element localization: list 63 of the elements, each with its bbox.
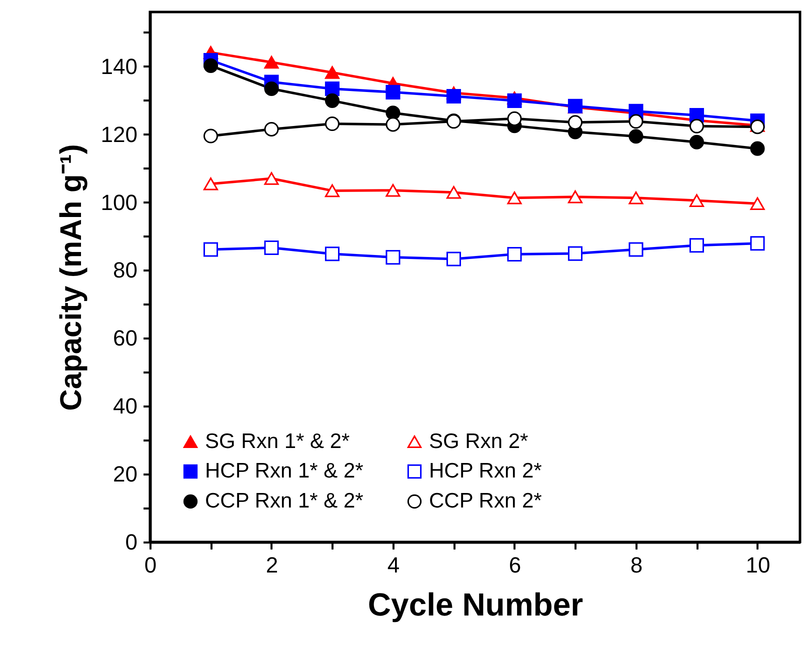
point — [750, 236, 765, 251]
point — [386, 250, 400, 265]
point — [628, 129, 644, 144]
point — [689, 194, 704, 207]
point — [386, 84, 400, 100]
x-tick-label: 8 — [630, 552, 643, 578]
x-tick-label: 6 — [508, 552, 522, 578]
legend-label: HCP Rxn 2* — [429, 460, 542, 482]
point — [203, 242, 218, 257]
point — [446, 186, 462, 199]
point — [324, 66, 340, 79]
point — [324, 93, 340, 108]
point — [568, 115, 583, 130]
point — [750, 141, 765, 156]
point — [689, 134, 704, 150]
y-tick-label: 100 — [100, 190, 138, 215]
point — [750, 197, 765, 210]
point — [386, 106, 400, 120]
legend-label: CCP Rxn 2* — [429, 490, 542, 512]
y-tick-label: 40 — [113, 394, 138, 419]
point — [324, 184, 340, 198]
x-tick-label: 0 — [144, 552, 157, 578]
y-axis-title: Capacity (mAh g⁻¹) — [54, 144, 88, 411]
point — [507, 111, 522, 126]
point — [750, 120, 765, 134]
point — [203, 58, 218, 73]
point — [264, 56, 279, 69]
point — [446, 252, 462, 266]
point — [507, 246, 522, 262]
point — [264, 82, 279, 96]
point — [386, 117, 400, 132]
legend-label: CCP Rxn 1* & 2* — [205, 490, 364, 512]
y-tick-label: 60 — [113, 326, 138, 351]
legend-label: SG Rxn 2* — [429, 430, 528, 453]
point — [203, 178, 218, 190]
x-tick-label: 10 — [746, 552, 770, 578]
x-tick-label: 2 — [266, 552, 278, 578]
point — [264, 172, 279, 185]
point — [446, 88, 462, 104]
point — [689, 238, 704, 253]
y-tick-label: 80 — [113, 258, 138, 283]
point — [264, 240, 279, 256]
point — [568, 190, 583, 204]
point — [507, 93, 522, 108]
y-tick-label: 140 — [100, 54, 138, 79]
point — [628, 114, 644, 129]
legend-label: SG Rxn 1* & 2* — [205, 430, 350, 453]
y-tick-label: 20 — [113, 462, 138, 487]
point — [264, 122, 279, 136]
x-axis-title: Cycle Number — [368, 586, 584, 622]
point — [568, 246, 583, 261]
point — [689, 118, 704, 134]
point — [628, 242, 644, 257]
point — [507, 191, 522, 204]
point — [324, 246, 340, 262]
legend-label: HCP Rxn 1* & 2* — [205, 460, 364, 482]
point — [324, 116, 340, 132]
point — [386, 184, 400, 197]
x-tick-label: 4 — [387, 552, 400, 578]
y-tick-label: 120 — [100, 122, 138, 147]
point — [324, 82, 340, 96]
point — [628, 191, 644, 204]
y-tick-label: 0 — [125, 530, 138, 554]
